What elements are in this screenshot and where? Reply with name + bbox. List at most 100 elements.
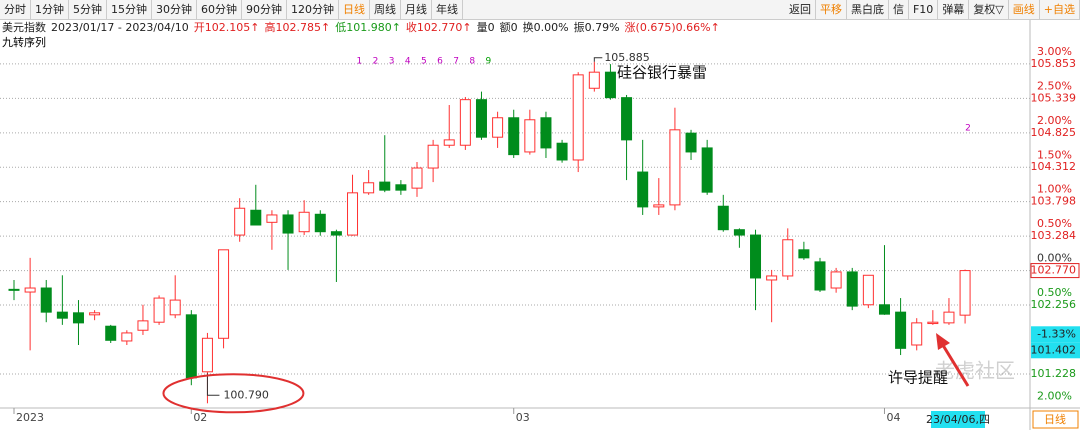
pct-tick-label: 0.50% bbox=[1037, 286, 1072, 299]
candle-body bbox=[717, 205, 729, 231]
candle-body bbox=[395, 184, 407, 191]
candle-body bbox=[89, 312, 101, 316]
quote-field: 额0 bbox=[499, 21, 518, 34]
quote-header: 美元指数 2023/01/17 - 2023/04/10 开102.105↑ 高102… bbox=[2, 20, 720, 36]
pct-tick-label: 2.00% bbox=[1037, 114, 1072, 127]
quote-field: 振0.79% bbox=[573, 21, 620, 34]
toolbar-button[interactable]: 复权▽ bbox=[969, 0, 1009, 19]
quote-field: 美元指数 bbox=[2, 21, 46, 34]
toolbar-button[interactable]: 弹幕 bbox=[938, 0, 970, 19]
last-price-box bbox=[1030, 263, 1080, 279]
candle-body bbox=[814, 261, 826, 291]
toolbar-button[interactable]: 年线 bbox=[432, 0, 463, 19]
toolbar: 分时 1分钟 5分钟 15分钟 30分钟 60分钟 90分钟 120分钟 日线 周线 月线 年线 返回平… bbox=[0, 0, 1080, 20]
cursor-pct: -1.33% bbox=[1037, 327, 1076, 340]
sequence-number: 3 bbox=[389, 57, 395, 67]
y-tick-label: 104.312 bbox=[1031, 160, 1077, 173]
toolbar-button[interactable]: 15分钟 bbox=[107, 0, 152, 19]
candle-body bbox=[40, 287, 52, 313]
candle-body bbox=[637, 171, 649, 208]
candle-body bbox=[169, 299, 181, 316]
sequence-number: 9 bbox=[485, 57, 491, 67]
x-tick-label: 02 bbox=[193, 411, 207, 424]
toolbar-button[interactable]: 分时 bbox=[0, 0, 31, 19]
min-marker bbox=[206, 373, 220, 396]
toolbar-button[interactable]: 1分钟 bbox=[31, 0, 69, 19]
candle-body bbox=[443, 139, 455, 146]
toolbar-button[interactable]: 60分钟 bbox=[197, 0, 242, 19]
candle-body bbox=[508, 117, 520, 156]
watermark: 老虎社区 bbox=[935, 359, 1015, 383]
toolbar-button[interactable]: 画线 bbox=[1009, 0, 1040, 19]
sequence-number: 6 bbox=[437, 57, 443, 67]
candle-body bbox=[653, 204, 665, 208]
quote-field: 开102.105↑ bbox=[193, 21, 260, 34]
toolbar-button[interactable]: 平移 bbox=[816, 0, 847, 19]
toolbar-button[interactable]: +自选 bbox=[1040, 0, 1080, 19]
toolbar-button[interactable]: 返回 bbox=[785, 0, 816, 19]
y-tick-label: 104.825 bbox=[1031, 126, 1077, 139]
candle-body bbox=[701, 147, 713, 193]
x-tick-label: 2023 bbox=[16, 411, 44, 424]
candle-body bbox=[105, 325, 117, 341]
sequence-number: 4 bbox=[405, 57, 411, 67]
candle-body bbox=[153, 297, 165, 323]
sequence-number: 5 bbox=[421, 57, 427, 67]
toolbar-left: 分时 1分钟 5分钟 15分钟 30分钟 60分钟 90分钟 120分钟 日线 周线 月线 年线 bbox=[0, 0, 463, 19]
candle-body bbox=[314, 213, 326, 233]
toolbar-button[interactable]: 90分钟 bbox=[242, 0, 287, 19]
pct-tick-label: 2.00% bbox=[1037, 389, 1072, 402]
cursor-price: 101.402 bbox=[1031, 343, 1077, 356]
quote-field: 高102.785↑ bbox=[264, 21, 331, 34]
toolbar-button[interactable]: 黑白底 bbox=[847, 0, 889, 19]
arrow bbox=[939, 341, 970, 387]
toolbar-button[interactable]: 30分钟 bbox=[152, 0, 197, 19]
toolbar-button[interactable]: 5分钟 bbox=[69, 0, 107, 19]
candle-body bbox=[411, 167, 423, 189]
candle-body bbox=[588, 71, 600, 89]
last-price-label: 102.770 bbox=[1031, 264, 1077, 277]
candle-body bbox=[330, 231, 342, 236]
candle-body bbox=[846, 271, 858, 307]
y-tick-label: 105.339 bbox=[1031, 91, 1077, 104]
candle-body bbox=[669, 129, 681, 206]
candle-body bbox=[347, 192, 359, 236]
candle-body bbox=[24, 287, 36, 293]
y-tick-label: 105.853 bbox=[1031, 57, 1077, 70]
candle-body bbox=[459, 99, 471, 146]
toolbar-button[interactable]: 120分钟 bbox=[287, 0, 339, 19]
candle-body bbox=[572, 74, 584, 161]
candle-body bbox=[556, 142, 568, 161]
candle-body bbox=[72, 312, 84, 324]
candle-body bbox=[56, 311, 68, 319]
quote-field: 低101.980↑ bbox=[335, 21, 401, 34]
toolbar-button[interactable]: 日线 bbox=[339, 0, 370, 19]
toolbar-button[interactable]: 周线 bbox=[370, 0, 401, 19]
candle-body bbox=[621, 97, 633, 141]
pct-tick-label: 2.50% bbox=[1037, 79, 1072, 92]
candle-body bbox=[927, 321, 939, 325]
period-box bbox=[1032, 410, 1079, 429]
indicator-name: 九转序列 bbox=[2, 36, 46, 49]
toolbar-button[interactable]: F10 bbox=[909, 0, 939, 19]
min-label: 100.790 bbox=[223, 388, 269, 401]
toolbar-button[interactable]: 信 bbox=[889, 0, 909, 19]
pct-tick-label: 3.00% bbox=[1037, 45, 1072, 58]
cursor-date: 23/04/06,四 bbox=[926, 413, 990, 426]
x-tick-label: 04 bbox=[886, 411, 900, 424]
toolbar-button[interactable]: 月线 bbox=[401, 0, 432, 19]
candle-body bbox=[137, 320, 149, 331]
candle-body bbox=[604, 71, 616, 99]
y-tick-label: 102.256 bbox=[1031, 298, 1077, 311]
y-tick-label: 103.284 bbox=[1031, 229, 1077, 242]
candle-body bbox=[121, 332, 133, 342]
candle-body bbox=[427, 144, 439, 169]
candle-body bbox=[685, 132, 697, 153]
quote-field: 量0 bbox=[476, 21, 495, 34]
pct-tick-label: 0.50% bbox=[1037, 217, 1072, 230]
cursor-box bbox=[1031, 342, 1080, 359]
cursor-date-box bbox=[931, 411, 985, 428]
candle-body bbox=[911, 322, 923, 346]
